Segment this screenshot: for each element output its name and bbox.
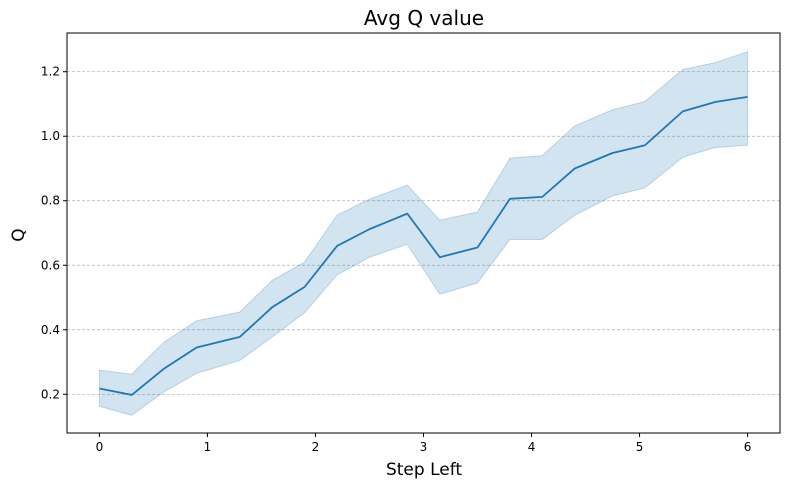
y-tick-label: 0.4	[41, 323, 60, 337]
x-tick-label: 4	[528, 440, 536, 454]
y-tick-label: 1.0	[41, 129, 60, 143]
confidence-band	[98, 51, 749, 416]
x-axis-ticks: 0 1 2 3 4 5 6	[96, 433, 752, 454]
x-tick-label: 2	[312, 440, 320, 454]
x-tick-label: 3	[420, 440, 428, 454]
gridlines	[67, 71, 780, 395]
x-tick-label: 6	[744, 440, 752, 454]
y-axis-title: Q	[9, 228, 29, 241]
mean-line	[99, 95, 748, 396]
y-tick-label: 0.2	[41, 387, 60, 401]
x-tick-label: 5	[636, 440, 644, 454]
series-line-layer	[99, 95, 748, 396]
y-tick-label: 0.8	[41, 194, 60, 208]
y-tick-label: 1.2	[41, 65, 60, 79]
x-axis-title: Step Left	[386, 460, 462, 480]
chart-title: Avg Q value	[364, 6, 484, 30]
x-tick-label: 0	[96, 440, 104, 454]
confidence-band-layer	[98, 51, 749, 416]
x-tick-label: 1	[204, 440, 212, 454]
y-tick-label: 0.6	[41, 258, 60, 272]
y-axis-ticks: 0.2 0.4 0.6 0.8 1.0 1.2	[41, 65, 67, 401]
